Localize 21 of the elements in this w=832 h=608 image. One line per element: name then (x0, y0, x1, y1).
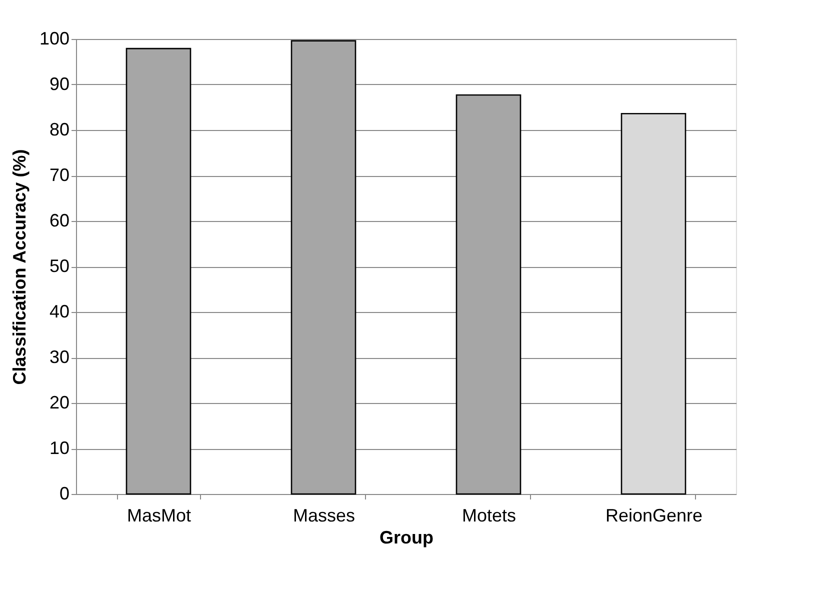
x-axis-title: Group (380, 528, 434, 548)
x-tick-label: Motets (462, 506, 516, 526)
y-tick-label: 90 (49, 74, 70, 94)
bar (126, 48, 192, 495)
y-tick-label: 0 (59, 484, 70, 504)
x-tick-label: Masses (292, 506, 356, 526)
bar (620, 112, 686, 495)
y-tick-label: 30 (49, 347, 70, 367)
y-tick-label: 80 (49, 120, 70, 140)
y-tick-label: 100 (39, 28, 70, 48)
y-tick-label: 40 (49, 302, 70, 322)
y-tick-label: 50 (49, 256, 70, 276)
x-tick-label: MasMot (126, 506, 192, 526)
bar (456, 94, 522, 495)
y-tick-label: 20 (49, 392, 70, 412)
y-axis-title: Classification Accuracy (%) (9, 149, 30, 385)
bar (290, 40, 356, 495)
y-tick-label: 10 (49, 438, 70, 458)
y-tick-label: 60 (49, 210, 70, 230)
y-tick-label: 70 (49, 165, 70, 185)
x-tick-label: ReionGenre (605, 506, 703, 526)
